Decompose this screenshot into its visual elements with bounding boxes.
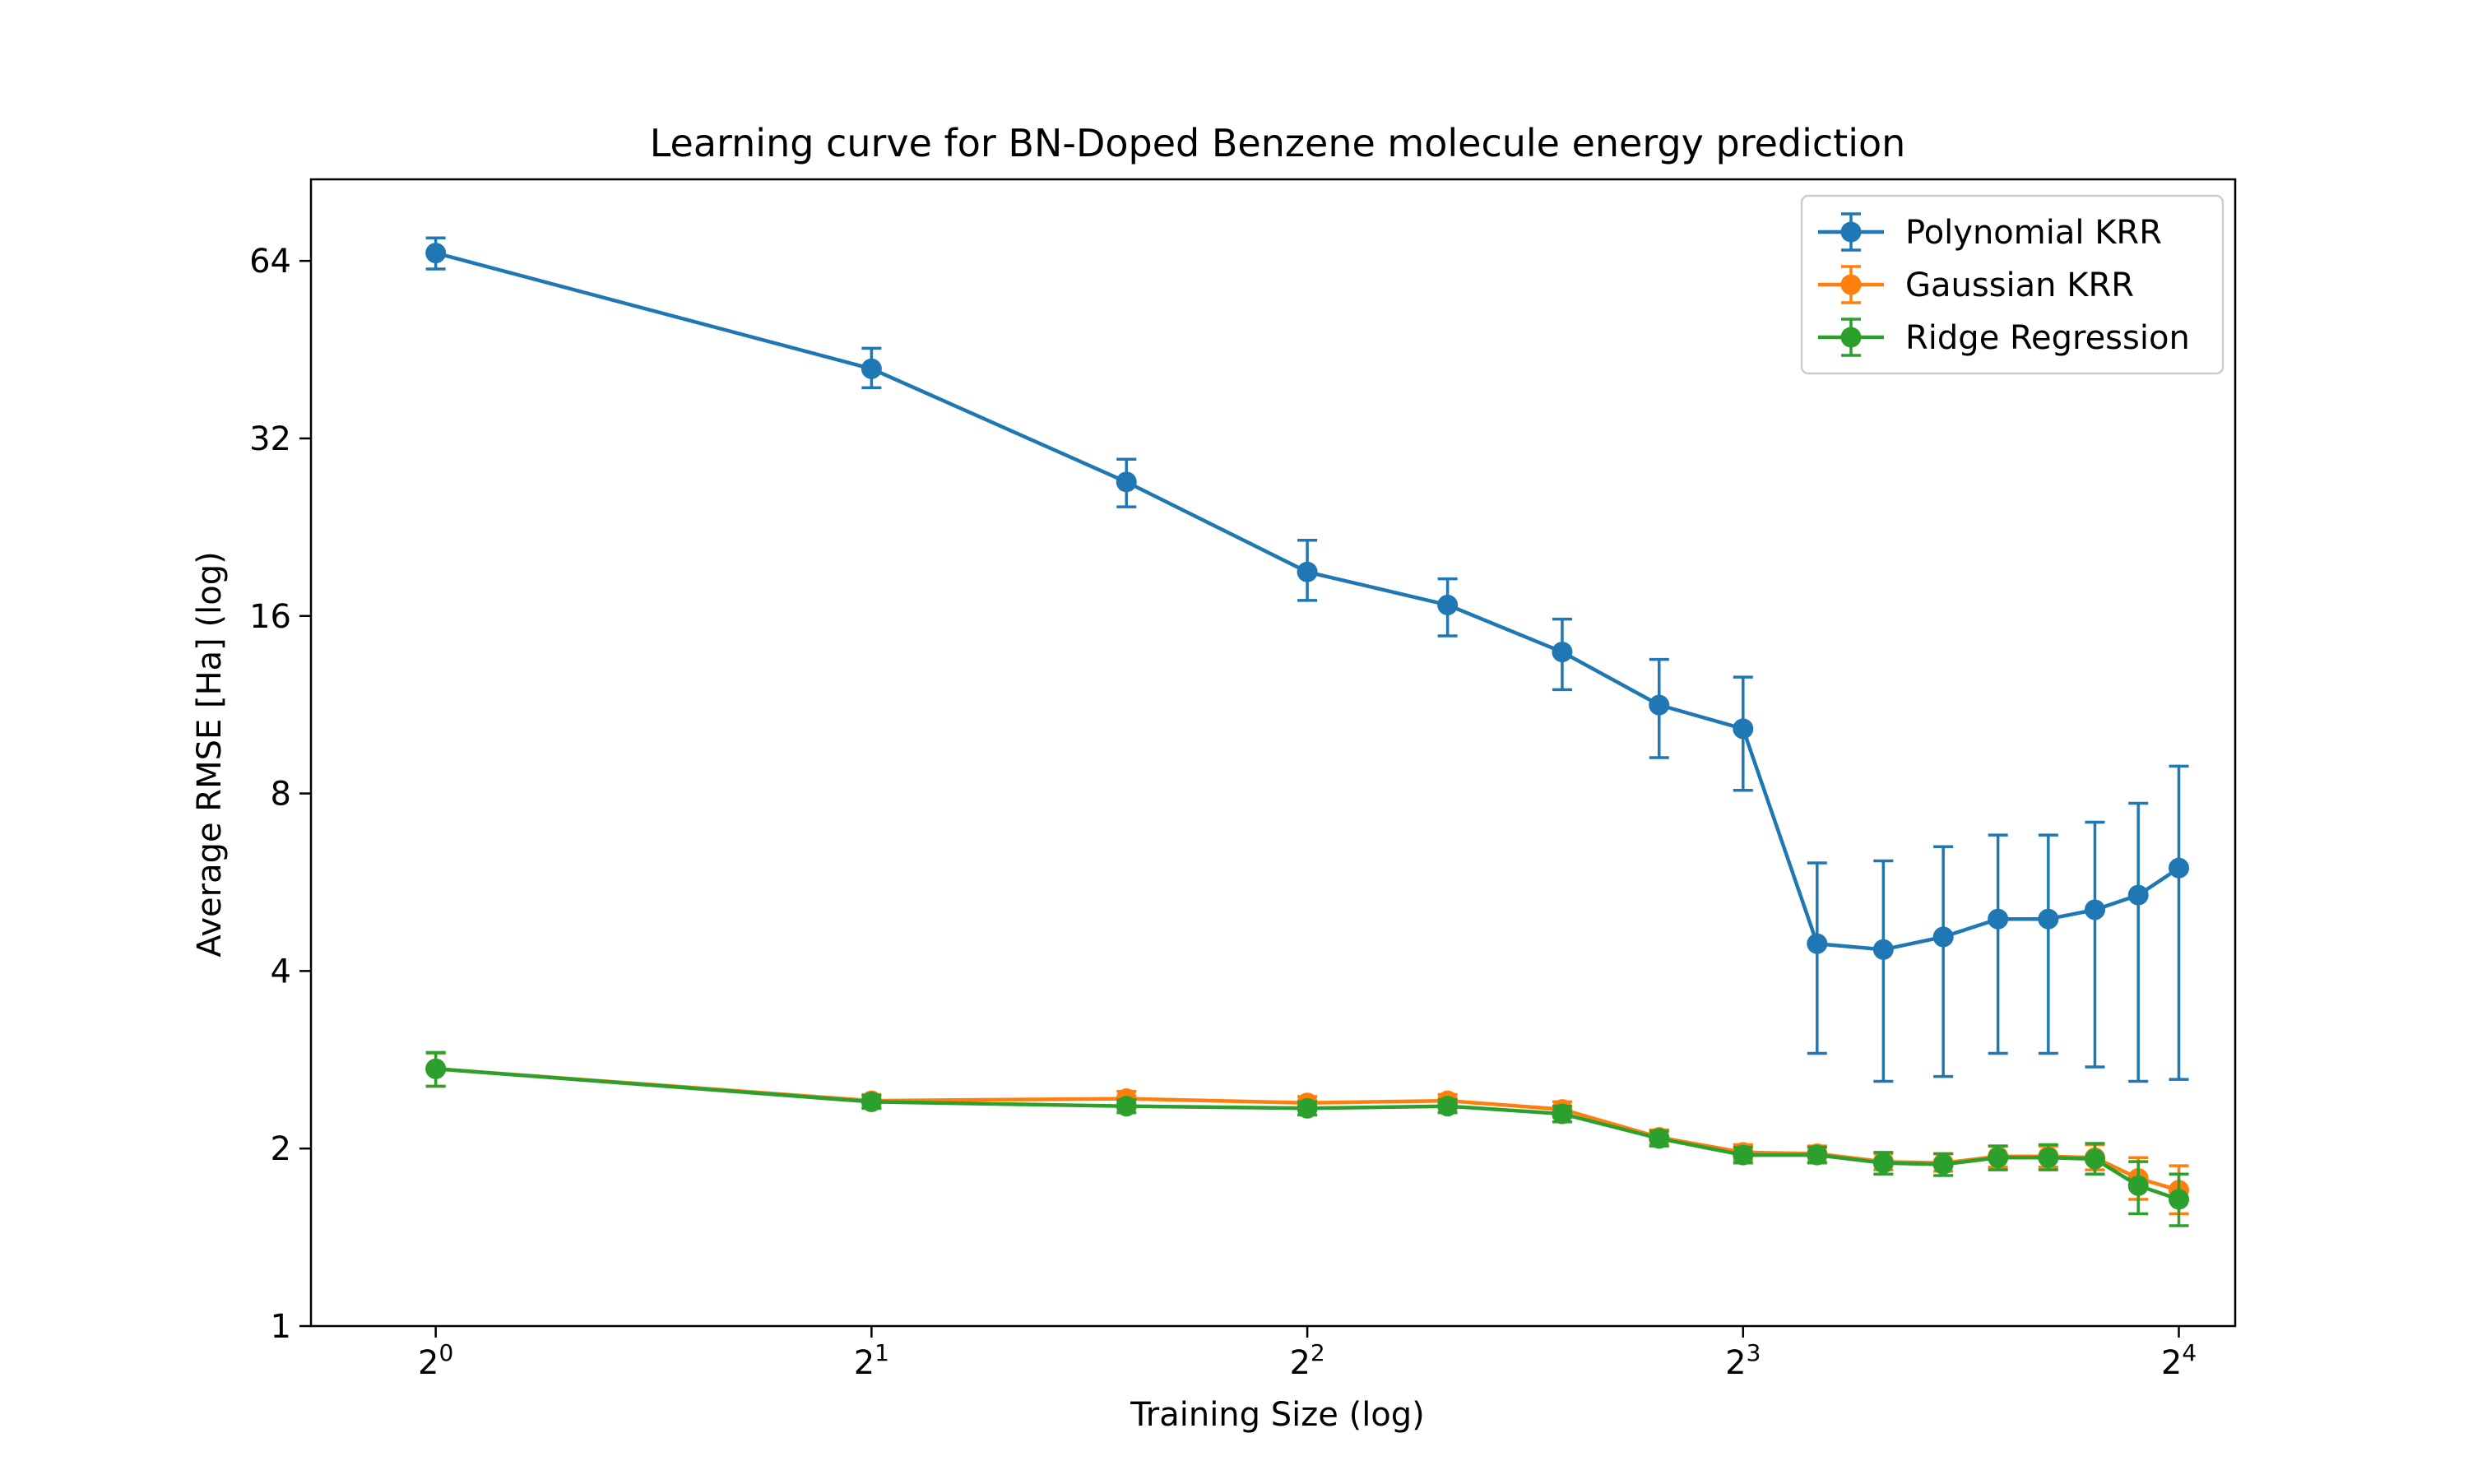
data-point	[2128, 885, 2149, 906]
data-point	[1733, 718, 1753, 739]
y-tick-label: 8	[271, 776, 291, 814]
legend: Polynomial KRR Gaussian KRR Ridge Regressi…	[1802, 196, 2223, 373]
data-point	[2169, 1189, 2189, 1209]
y-axis-label: Average RMSE [Ha] (log)	[191, 551, 229, 957]
data-point	[1437, 595, 1458, 615]
data-point	[2038, 1148, 2058, 1168]
data-point	[1649, 1128, 1669, 1148]
data-point	[1552, 1104, 1572, 1125]
data-point	[1297, 562, 1318, 582]
y-tick-label: 64	[249, 243, 291, 281]
y-tick-label: 32	[249, 420, 291, 458]
data-point	[425, 1059, 446, 1079]
data-point	[1873, 1152, 1894, 1173]
legend-label: Gaussian KRR	[1905, 267, 2134, 304]
data-point	[861, 359, 882, 379]
legend-marker	[1841, 222, 1862, 243]
data-point	[1988, 909, 2008, 930]
data-point	[2085, 899, 2105, 920]
y-tick-label: 4	[271, 953, 291, 990]
legend-marker	[1841, 327, 1862, 348]
legend-marker	[1841, 275, 1862, 295]
data-point	[1933, 926, 1954, 947]
data-point	[1807, 1145, 1827, 1166]
data-point	[861, 1092, 882, 1112]
data-point	[1933, 1154, 1954, 1175]
data-point	[1807, 934, 1827, 954]
data-point	[1873, 939, 1894, 960]
data-point	[1116, 471, 1137, 492]
data-point	[1297, 1098, 1318, 1119]
legend-label: Ridge Regression	[1905, 319, 2190, 357]
data-point	[1988, 1148, 2008, 1168]
data-point	[1437, 1096, 1458, 1116]
data-point	[1116, 1096, 1137, 1116]
legend-label: Polynomial KRR	[1905, 214, 2162, 252]
y-tick-label: 16	[249, 598, 291, 636]
data-point	[2038, 909, 2058, 930]
data-point	[425, 243, 446, 263]
data-point	[2128, 1176, 2149, 1196]
data-point	[1733, 1145, 1753, 1166]
y-tick-label: 2	[271, 1130, 291, 1168]
x-axis-label: Training Size (log)	[1130, 1396, 1425, 1434]
data-point	[2169, 858, 2189, 879]
chart-title: Learning curve for BN-Doped Benzene mole…	[650, 121, 1906, 165]
data-point	[1552, 642, 1572, 662]
y-tick-label: 1	[271, 1308, 291, 1346]
data-point	[1649, 695, 1669, 716]
data-point	[2085, 1148, 2105, 1169]
